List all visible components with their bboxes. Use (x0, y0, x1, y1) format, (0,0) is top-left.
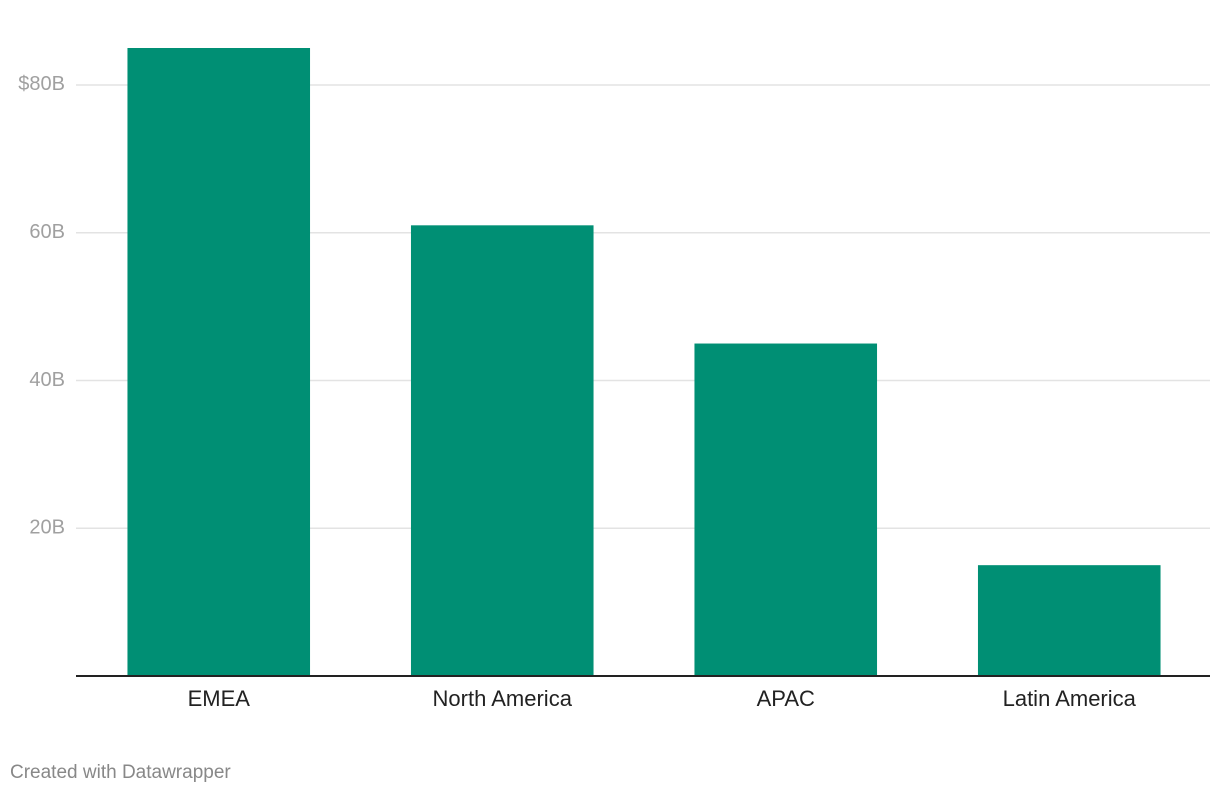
x-tick-label: APAC (757, 686, 815, 711)
bar (977, 565, 1161, 676)
footer: Created with Datawrapper (10, 762, 231, 783)
bar (410, 225, 594, 677)
x-tick-label: Latin America (1003, 686, 1137, 711)
x-tick-label: EMEA (188, 686, 251, 711)
bar (127, 48, 311, 676)
y-tick-label: 20B (29, 517, 65, 539)
x-tick-label: North America (433, 686, 573, 711)
y-tick-label: 40B (29, 369, 65, 391)
y-tick-label: $80B (18, 73, 65, 95)
y-tick-label: 60B (29, 221, 65, 243)
bar (694, 343, 878, 676)
